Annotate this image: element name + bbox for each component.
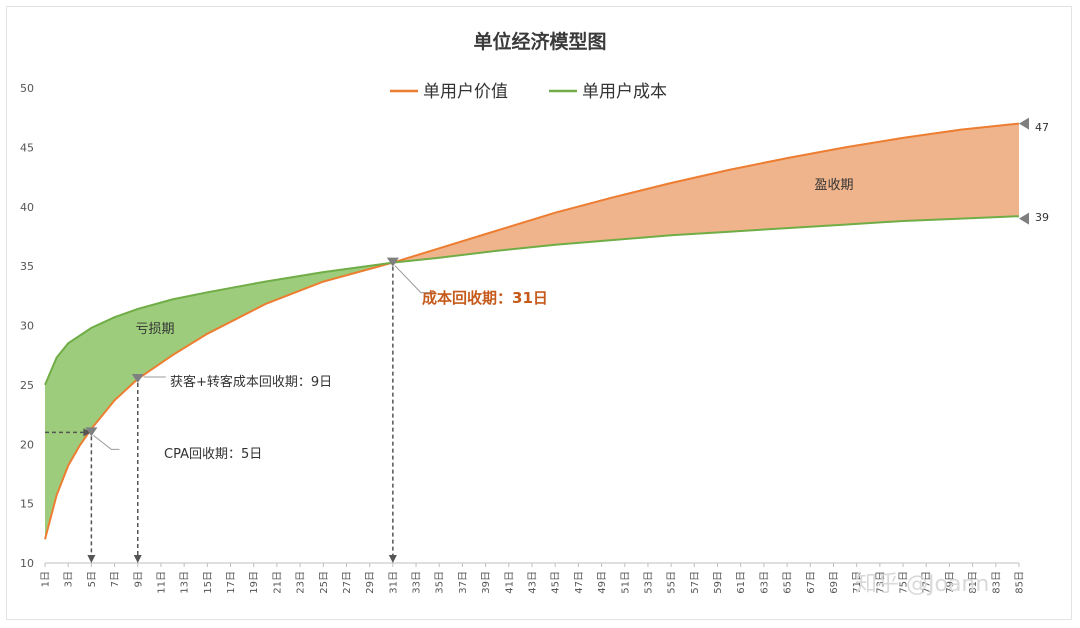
x-tick-label: 69日	[829, 571, 840, 594]
annotations	[45, 117, 1029, 563]
acq-drop-line-arrowhead	[133, 555, 142, 563]
x-tick-label: 51日	[620, 571, 631, 594]
cpa-h-arrowhead	[83, 428, 92, 437]
end-cost-label: 39	[1035, 211, 1049, 224]
x-tick-label: 25日	[319, 571, 330, 594]
y-tick-label: 35	[20, 260, 34, 273]
x-tick-label: 45日	[551, 571, 562, 594]
breakeven-drop-line-arrowhead	[388, 555, 397, 563]
legend: 单用户价值 单用户成本	[390, 82, 667, 102]
x-tick-label: 35日	[435, 571, 446, 594]
area-fills	[45, 123, 1019, 540]
x-tick-label: 37日	[458, 571, 469, 594]
x-tick-label: 17日	[226, 571, 237, 594]
acq-marker	[131, 373, 144, 383]
x-tick-label: 23日	[296, 571, 307, 594]
cpa-marker	[85, 427, 98, 437]
x-tick-label: 75日	[899, 571, 910, 594]
x-tick-label: 11日	[156, 571, 167, 594]
legend-label-value: 单用户价值	[423, 82, 508, 102]
x-tick-label: 7日	[110, 571, 121, 587]
y-tick-label: 20	[20, 438, 34, 451]
x-tick-label: 3日	[64, 571, 75, 587]
x-tick-label: 33日	[412, 571, 423, 594]
x-tick-label: 21日	[272, 571, 283, 594]
x-tick-label: 73日	[875, 571, 886, 594]
x-tick-label: 19日	[249, 571, 260, 594]
cpa-drop-line-arrowhead	[87, 555, 96, 563]
profit-zone-label: 盈收期	[814, 178, 853, 193]
x-tick-label: 61日	[736, 571, 747, 594]
loss-zone-label: 亏损期	[135, 322, 174, 337]
x-tick-label: 65日	[783, 571, 794, 594]
breakeven-leader	[394, 265, 433, 294]
acq-payback-label: 获客+转客成本回收期：9日	[170, 374, 332, 390]
cost-line	[44, 215, 1020, 386]
x-tick-label: 13日	[180, 571, 191, 594]
x-tick-label: 1日	[41, 571, 52, 587]
x-tick-label: 29日	[365, 571, 376, 594]
profit-area	[392, 123, 1019, 263]
x-tick-label: 71日	[852, 571, 863, 594]
x-tick-label: 81日	[968, 571, 979, 594]
x-tick-label: 67日	[806, 571, 817, 594]
x-tick-label: 39日	[481, 571, 492, 594]
y-tick-label: 15	[20, 498, 34, 511]
x-tick-label: 49日	[597, 571, 608, 594]
x-axis: 1日 3日 5日 7日 9日 11日 13日 15日 17日 19日 21日 23日 25日 27日 29日…	[41, 563, 1026, 594]
x-tick-label: 15日	[203, 571, 214, 594]
x-tick-label: 9日	[133, 571, 144, 587]
y-tick-label: 45	[20, 141, 34, 154]
x-tick-label: 27日	[342, 571, 353, 594]
y-tick-label: 50	[20, 82, 34, 95]
loss-area	[45, 262, 393, 540]
chart-frame: 单位经济模型图 单用户价值 单用户成本 10 15 20 25 30 35 40 45 50 1…	[6, 6, 1072, 620]
x-tick-label: 77日	[922, 571, 933, 594]
end-cost-marker	[1019, 212, 1029, 225]
x-tick-label: 41日	[504, 571, 515, 594]
y-tick-label: 30	[20, 320, 34, 333]
breakeven-marker	[386, 257, 399, 267]
x-tick-label: 85日	[1015, 571, 1026, 594]
x-tick-label: 53日	[643, 571, 654, 594]
x-tick-label: 59日	[713, 571, 724, 594]
x-tick-label: 5日	[87, 571, 98, 587]
x-tick-label: 83日	[991, 571, 1002, 594]
x-tick-label: 47日	[574, 571, 585, 594]
cpa-leader	[93, 434, 120, 450]
unit-economics-chart: 单位经济模型图 单用户价值 单用户成本 10 15 20 25 30 35 40 45 50 1…	[20, 30, 1049, 597]
x-tick-label: 57日	[690, 571, 701, 594]
x-tick-label: 63日	[759, 571, 770, 594]
x-tick-label: 79日	[945, 571, 956, 594]
x-tick-label: 31日	[388, 571, 399, 594]
breakeven-payback-label: 成本回收期：31日	[422, 289, 548, 307]
legend-label-cost: 单用户成本	[582, 82, 667, 102]
y-tick-label: 10	[20, 557, 34, 570]
cpa-payback-label: CPA回收期：5日	[164, 447, 262, 462]
x-tick-label: 55日	[667, 571, 678, 594]
end-value-label: 47	[1035, 121, 1049, 134]
x-tick-label: 43日	[528, 571, 539, 594]
chart-title: 单位经济模型图	[473, 30, 606, 53]
end-value-marker	[1019, 117, 1029, 130]
y-tick-label: 40	[20, 201, 34, 214]
watermark: 知乎 @Joann	[855, 572, 989, 597]
y-tick-label: 25	[20, 379, 34, 392]
